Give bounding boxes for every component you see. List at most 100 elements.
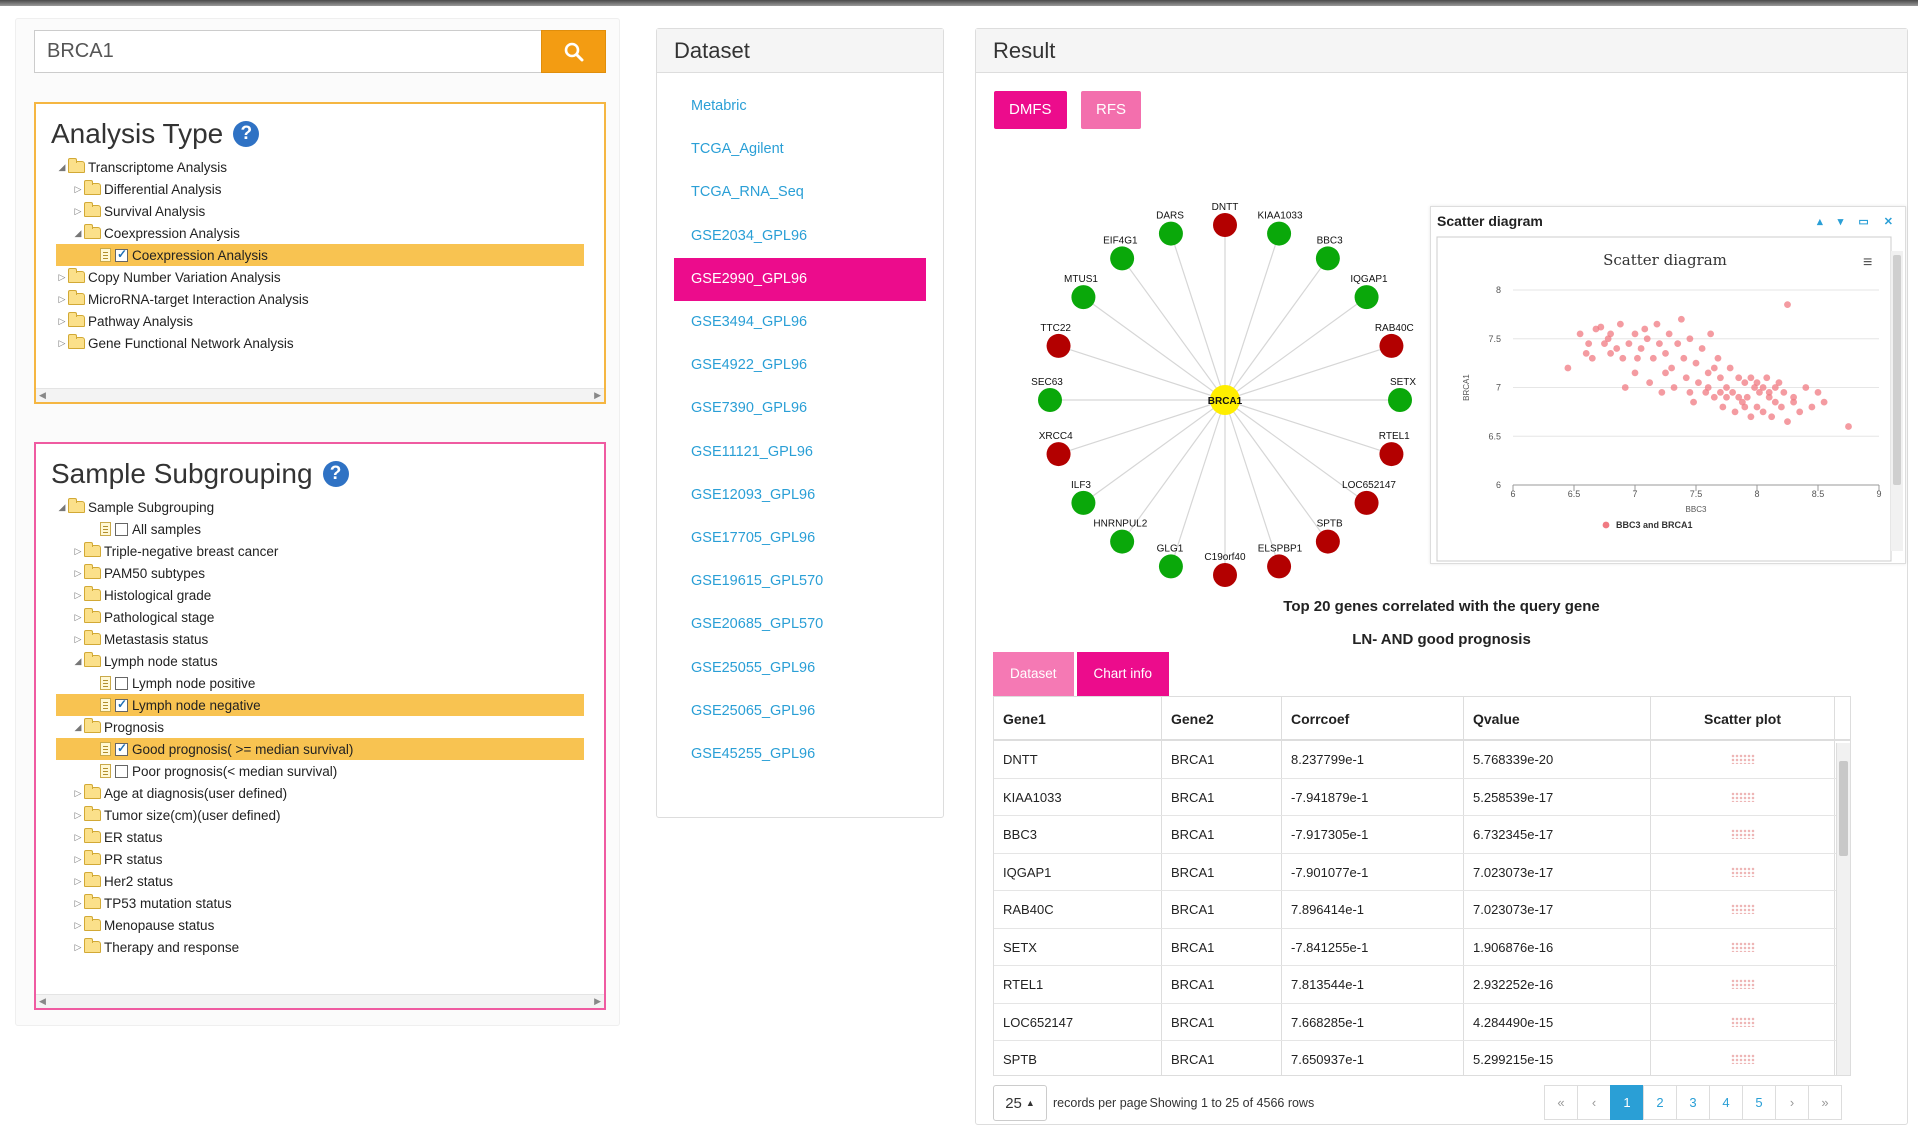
column-header[interactable]: Corrcoef bbox=[1282, 697, 1464, 739]
help-icon[interactable]: ? bbox=[322, 461, 349, 487]
scatter-plot-cell[interactable] bbox=[1651, 816, 1835, 853]
tree-node[interactable]: Poor prognosis(< median survival) bbox=[56, 760, 584, 782]
tree-node-label[interactable]: PAM50 subtypes bbox=[104, 565, 206, 581]
tree-node[interactable]: ▷ Pathway Analysis bbox=[56, 310, 584, 332]
expand-icon[interactable]: ▷ bbox=[74, 853, 82, 864]
horizontal-scrollbar[interactable]: ◀ ▶ bbox=[36, 388, 604, 402]
gene-node[interactable] bbox=[1354, 490, 1379, 515]
gene-node[interactable] bbox=[1158, 554, 1183, 579]
dataset-item[interactable]: GSE17705_GPL96 bbox=[691, 530, 816, 546]
tree-node[interactable]: ▷ Therapy and response bbox=[56, 936, 584, 958]
scatter-thumbnail-icon[interactable] bbox=[1730, 904, 1755, 914]
tree-node-label[interactable]: Gene Functional Network Analysis bbox=[88, 335, 294, 351]
gene-node[interactable] bbox=[1379, 442, 1404, 467]
tree-node[interactable]: ◢ Lymph node status bbox=[56, 650, 584, 672]
dmfs-button[interactable]: DMFS bbox=[994, 91, 1067, 129]
tree-node-label[interactable]: Lymph node positive bbox=[132, 675, 256, 691]
gene-node[interactable] bbox=[1213, 563, 1237, 587]
scatter-thumbnail-icon[interactable] bbox=[1730, 791, 1755, 802]
tree-node[interactable]: Lymph node negative bbox=[56, 694, 584, 716]
expand-icon[interactable]: ▷ bbox=[58, 293, 66, 304]
scatter-thumbnail-icon[interactable] bbox=[1730, 941, 1755, 952]
tree-checkbox[interactable] bbox=[115, 247, 128, 262]
page-link[interactable]: » bbox=[1808, 1085, 1842, 1120]
tree-node[interactable]: ▷ Metastasis status bbox=[56, 628, 584, 650]
dataset-item[interactable]: GSE20685_GPL570 bbox=[691, 616, 824, 633]
gene-network-graph[interactable]: DNTT KIAA1033 BBC3 IQGAP1 RAB40C SETX RTEL1 LOC… bbox=[1010, 190, 1420, 590]
table-row[interactable]: LOC652147 BRCA1 7.668285e-1 4.284490e-15 bbox=[994, 1003, 1850, 1041]
gene-node[interactable] bbox=[1110, 246, 1135, 271]
gene-node[interactable] bbox=[1158, 221, 1183, 246]
gene-node[interactable] bbox=[1046, 333, 1071, 358]
page-link[interactable]: 1 bbox=[1610, 1085, 1644, 1120]
gene-node[interactable] bbox=[1213, 213, 1237, 237]
tree-checkbox[interactable] bbox=[115, 741, 128, 756]
tree-checkbox[interactable] bbox=[115, 522, 128, 536]
table-row[interactable]: RTEL1 BRCA1 7.813544e-1 2.932252e-16 bbox=[994, 966, 1850, 1004]
tree-node[interactable]: ▷ TP53 mutation status bbox=[56, 892, 584, 914]
search-button[interactable] bbox=[541, 30, 606, 73]
scatter-plot-cell[interactable] bbox=[1651, 778, 1835, 815]
scatter-plot-cell[interactable] bbox=[1651, 928, 1835, 965]
page-link[interactable]: 2 bbox=[1643, 1085, 1677, 1120]
gene-node[interactable] bbox=[1388, 388, 1412, 412]
tree-node-label[interactable]: Age at diagnosis(user defined) bbox=[104, 785, 288, 801]
scatter-plot-cell[interactable] bbox=[1651, 741, 1835, 778]
tree-node-label[interactable]: Sample Subgrouping bbox=[88, 499, 215, 515]
vertical-scrollbar[interactable] bbox=[1836, 743, 1850, 1075]
help-icon[interactable]: ? bbox=[233, 121, 260, 147]
tree-node[interactable]: ▷ Copy Number Variation Analysis bbox=[56, 266, 584, 288]
tree-node-label[interactable]: Pathological stage bbox=[104, 609, 215, 625]
tree-node[interactable]: ▷ Her2 status bbox=[56, 870, 584, 892]
tree-node-label[interactable]: Poor prognosis(< median survival) bbox=[132, 763, 338, 779]
dataset-item[interactable]: GSE11121_GPL96 bbox=[691, 443, 813, 460]
tree-node[interactable]: Good prognosis( >= median survival) bbox=[56, 738, 584, 760]
menu-icon[interactable]: ≡ bbox=[1863, 254, 1872, 271]
dataset-item[interactable]: GSE2990_GPL96 bbox=[674, 257, 926, 301]
table-row[interactable]: DNTT BRCA1 8.237799e-1 5.768339e-20 bbox=[994, 741, 1850, 779]
tree-node-label[interactable]: ER status bbox=[104, 829, 163, 845]
expand-icon[interactable]: ▷ bbox=[74, 589, 82, 600]
dataset-item[interactable]: GSE3494_GPL96 bbox=[691, 314, 808, 330]
expand-icon[interactable]: ▷ bbox=[74, 567, 82, 578]
tree-node-label[interactable]: Coexpression Analysis bbox=[132, 247, 268, 263]
tree-node[interactable]: Lymph node positive bbox=[56, 672, 584, 694]
dataset-item[interactable]: GSE25065_GPL96 bbox=[691, 702, 816, 719]
page-size-select[interactable]: 25 ▲ bbox=[993, 1085, 1047, 1121]
tree-node[interactable]: ▷ Survival Analysis bbox=[56, 200, 584, 222]
table-row[interactable]: SETX BRCA1 -7.841255e-1 1.906876e-16 bbox=[994, 928, 1850, 966]
column-header[interactable]: Gene2 bbox=[1162, 697, 1282, 739]
tree-node-label[interactable]: Histological grade bbox=[104, 587, 212, 603]
collapse-icon[interactable]: ◢ bbox=[58, 161, 66, 172]
tree-node[interactable]: ◢ Coexpression Analysis bbox=[56, 222, 584, 244]
tree-node[interactable]: ◢ Sample Subgrouping bbox=[56, 496, 584, 518]
table-row[interactable]: KIAA1033 BRCA1 -7.941879e-1 5.258539e-17 bbox=[994, 778, 1850, 816]
tree-node-label[interactable]: Good prognosis( >= median survival) bbox=[132, 741, 354, 757]
page-link[interactable]: « bbox=[1544, 1085, 1578, 1120]
expand-icon[interactable]: ▷ bbox=[58, 271, 66, 282]
expand-icon[interactable]: ▷ bbox=[74, 787, 82, 798]
gene-node[interactable] bbox=[1315, 246, 1340, 271]
tree-node-label[interactable]: Triple-negative breast cancer bbox=[104, 543, 279, 559]
query-gene-node[interactable] bbox=[1210, 385, 1240, 415]
tree-node-label[interactable]: Copy Number Variation Analysis bbox=[88, 269, 281, 285]
gene-node[interactable] bbox=[1267, 221, 1292, 246]
dataset-item[interactable]: GSE45255_GPL96 bbox=[691, 746, 816, 762]
tree-node-label[interactable]: PR status bbox=[104, 851, 163, 867]
dataset-item[interactable]: GSE19615_GPL570 bbox=[691, 573, 824, 590]
column-header[interactable]: Gene1 bbox=[994, 697, 1162, 739]
column-header[interactable]: Scatter plot bbox=[1651, 697, 1835, 739]
expand-icon[interactable]: ▷ bbox=[74, 545, 82, 556]
scatter-thumbnail-icon[interactable] bbox=[1730, 754, 1755, 764]
expand-icon[interactable]: ▷ bbox=[74, 897, 82, 908]
gene-node[interactable] bbox=[1071, 285, 1096, 310]
scatter-plot-cell[interactable] bbox=[1651, 966, 1835, 1003]
window-controls[interactable]: ▴ ▾ ▭ ✕ bbox=[1817, 215, 1899, 228]
expand-icon[interactable]: ▷ bbox=[74, 941, 82, 952]
page-link[interactable]: 3 bbox=[1676, 1085, 1710, 1120]
dataset-item[interactable]: Metabric bbox=[691, 98, 747, 114]
expand-icon[interactable]: ▷ bbox=[74, 809, 82, 820]
scatter-plot-cell[interactable] bbox=[1651, 1041, 1835, 1075]
tree-node[interactable]: ▷ Differential Analysis bbox=[56, 178, 584, 200]
tree-node-label[interactable]: Tumor size(cm)(user defined) bbox=[104, 807, 281, 823]
